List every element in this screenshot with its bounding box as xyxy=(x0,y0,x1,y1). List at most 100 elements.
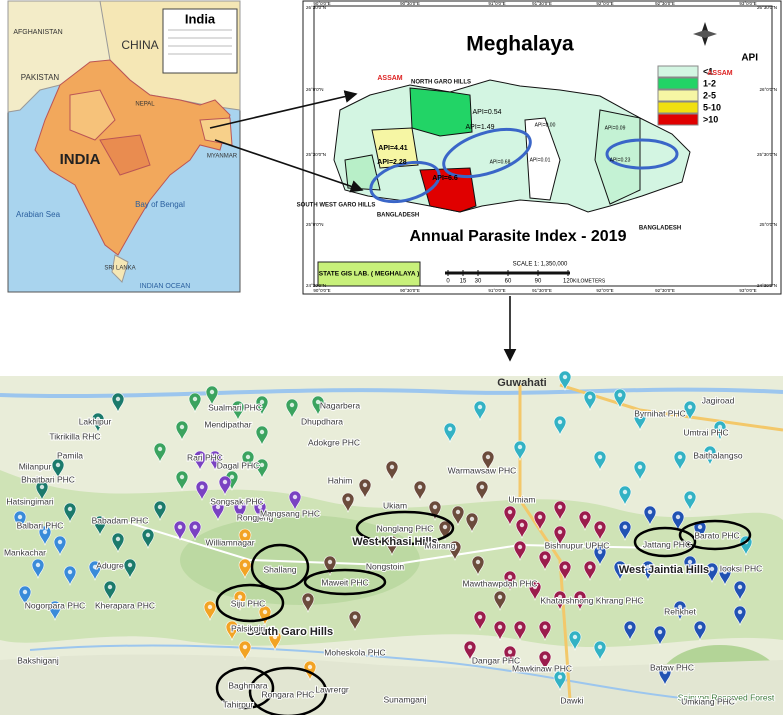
pin-dot xyxy=(475,559,481,565)
pin xyxy=(641,560,655,581)
pin-dot xyxy=(637,464,643,470)
place-label: Ukiam xyxy=(383,500,407,510)
api-label: API=0.68 xyxy=(490,159,511,165)
pin-dot xyxy=(179,474,185,480)
pin-dot xyxy=(42,529,48,535)
pin-dot xyxy=(597,549,603,555)
pin xyxy=(613,560,627,581)
pin xyxy=(703,445,717,466)
pin-dot xyxy=(562,374,568,380)
place-label: Bishnupur UPHC xyxy=(545,540,610,550)
pin-dot xyxy=(497,594,503,600)
sri-lanka-land xyxy=(111,254,129,283)
region-label: NORTH GARO HILLS xyxy=(411,80,471,86)
pin-dot xyxy=(582,514,588,520)
pin-dot xyxy=(35,562,41,568)
pin-dot xyxy=(587,564,593,570)
pin xyxy=(493,590,507,611)
pin xyxy=(718,565,732,586)
highlights xyxy=(215,510,752,715)
pin-dot xyxy=(455,509,461,515)
pin xyxy=(205,385,219,406)
place-label: Mankachar xyxy=(4,547,46,557)
place-label: Adugre xyxy=(96,560,124,570)
place-label: Nagarbera xyxy=(320,400,360,410)
map-title: India xyxy=(185,11,216,26)
pin xyxy=(241,450,255,471)
place-label: Pālsikgiri xyxy=(231,623,265,633)
pin-dot xyxy=(479,484,485,490)
place-label: Rongjeng xyxy=(237,512,274,522)
legend-label: >10 xyxy=(703,114,718,124)
legend-label: 1-2 xyxy=(703,78,716,88)
pin xyxy=(175,420,189,441)
longitude-label: 92°0'0"E xyxy=(596,288,613,293)
pin xyxy=(233,590,247,611)
pin xyxy=(18,585,32,606)
pin xyxy=(693,520,707,541)
place-label: Pamila xyxy=(57,450,83,460)
pin xyxy=(553,525,567,546)
pin xyxy=(553,670,567,691)
place-label: Khatarshnong Khrang PHC xyxy=(540,595,643,605)
place-label: Barato PHC xyxy=(694,530,739,540)
pin xyxy=(91,412,105,433)
region-label: SOUTH WEST GARO HILLS xyxy=(297,203,376,209)
place-label: Hatsingimari xyxy=(6,496,53,506)
pin-dot xyxy=(242,644,248,650)
pin xyxy=(63,565,77,586)
pin-dot xyxy=(57,539,63,545)
pin-dot xyxy=(327,559,333,565)
place-label: Arabian Sea xyxy=(16,210,61,219)
pin-dot xyxy=(707,449,713,455)
pin xyxy=(533,510,547,531)
pin-dot xyxy=(127,562,133,568)
pin xyxy=(195,480,209,501)
place-label: Babadam PHC xyxy=(92,515,149,525)
pin-dot xyxy=(447,426,453,432)
pin-dot xyxy=(687,559,693,565)
scale-label: SCALE 1: 1,350,000 xyxy=(513,262,568,268)
pin xyxy=(503,505,517,526)
pin xyxy=(733,605,747,626)
pin-dot xyxy=(442,524,448,530)
pin-dot xyxy=(292,494,298,500)
pin xyxy=(513,620,527,641)
pin-dot xyxy=(242,562,248,568)
pin xyxy=(633,410,647,431)
pin xyxy=(288,490,302,511)
pin-dot xyxy=(315,399,321,405)
pin xyxy=(473,610,487,631)
pin-dot xyxy=(557,674,563,680)
pin-dot xyxy=(262,609,268,615)
river xyxy=(29,644,701,701)
road xyxy=(119,519,661,567)
scale-tick-label: 0 xyxy=(446,279,450,285)
pin-dot xyxy=(557,419,563,425)
pin xyxy=(673,600,687,621)
pin xyxy=(438,520,452,541)
pin-dot xyxy=(485,454,491,460)
pin-dot xyxy=(687,404,693,410)
pin xyxy=(538,650,552,671)
pin xyxy=(693,620,707,641)
pin xyxy=(385,535,399,556)
pin-dot xyxy=(107,584,113,590)
latitude-label: 24°30'0"N xyxy=(757,283,777,288)
pin xyxy=(203,600,217,621)
place-label: Dhupdhara xyxy=(301,416,343,426)
pin xyxy=(573,590,587,611)
meghalaya-map xyxy=(302,0,782,295)
pin-dot xyxy=(617,564,623,570)
pin-dot xyxy=(259,399,265,405)
pin-dot xyxy=(597,644,603,650)
pin-dot xyxy=(237,504,243,510)
pin-dot xyxy=(115,396,121,402)
pin xyxy=(348,610,362,631)
pin xyxy=(175,470,189,491)
pin-dot xyxy=(229,624,235,630)
pin-dot xyxy=(542,554,548,560)
pin-dot xyxy=(199,484,205,490)
pin xyxy=(88,560,102,581)
pin-dot xyxy=(477,614,483,620)
